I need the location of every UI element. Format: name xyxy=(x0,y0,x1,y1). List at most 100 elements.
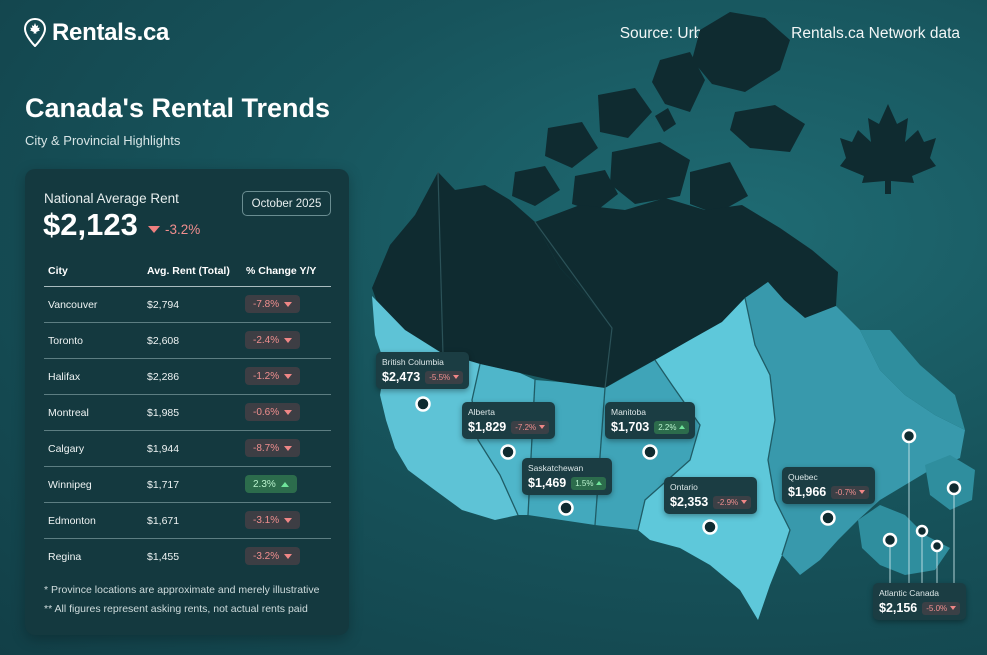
change-value: -2.4% xyxy=(253,334,280,346)
period-badge: October 2025 xyxy=(242,191,331,216)
map-marker-icon[interactable] xyxy=(500,444,516,460)
up-arrow-icon xyxy=(596,481,603,485)
map-marker-icon[interactable] xyxy=(882,532,898,548)
callout-name: British Columbia xyxy=(382,357,444,367)
change-pill: -3.1% xyxy=(245,511,301,529)
yukon-nwt-region xyxy=(372,172,612,388)
change-value: 2.3% xyxy=(253,478,276,490)
down-arrow-icon xyxy=(859,490,866,494)
map-marker-icon[interactable] xyxy=(901,428,917,444)
change-value: -3.1% xyxy=(253,514,280,526)
city-name: Regina xyxy=(48,551,82,563)
city-rent: $2,608 xyxy=(147,335,180,347)
city-name: Halifax xyxy=(48,371,81,383)
map-markers xyxy=(415,396,962,553)
table-row: Winnipeg $1,717 2.3% xyxy=(44,467,331,503)
change-value: -7.2% xyxy=(515,422,537,432)
national-average-label: National Average Rent xyxy=(44,191,179,206)
page-title: Canada's Rental Trends xyxy=(25,93,331,123)
callout-manitoba[interactable]: Manitoba $1,703 2.2% xyxy=(605,402,696,439)
down-arrow-icon xyxy=(284,301,293,307)
change-value: -8.7% xyxy=(253,442,280,454)
callout-name: Alberta xyxy=(468,407,495,417)
city-rent: $1,985 xyxy=(147,407,180,419)
change-pill: -2.9% xyxy=(713,495,752,509)
callout-british-columbia[interactable]: British Columbia $2,473 -5.5% xyxy=(376,352,470,389)
alberta-region xyxy=(472,364,535,515)
table-row: Regina $1,455 -3.2% xyxy=(44,539,331,575)
brand-logo[interactable]: Rentals.ca xyxy=(24,18,169,47)
table-row: Edmonton $1,671 -3.1% xyxy=(44,503,331,539)
location-pin-maple-leaf-icon xyxy=(24,18,46,47)
up-arrow-icon xyxy=(280,481,289,487)
map-marker-icon[interactable] xyxy=(558,500,574,516)
callout-name: Manitoba xyxy=(611,407,646,417)
callout-rent: $2,473 xyxy=(382,370,421,384)
map-marker-icon[interactable] xyxy=(946,480,962,496)
map-marker-icon[interactable] xyxy=(930,539,944,553)
down-arrow-icon xyxy=(284,553,293,559)
callout-atlantic-canada[interactable]: Atlantic Canada $2,156 -5.0% xyxy=(873,583,967,620)
table-row: Halifax $2,286 -1.2% xyxy=(44,359,331,395)
change-value: -3.2% xyxy=(253,550,280,562)
national-change: -3.2% xyxy=(148,222,200,237)
table-row: Calgary $1,944 -8.7% xyxy=(44,431,331,467)
map-marker-icon[interactable] xyxy=(415,396,431,412)
city-name: Edmonton xyxy=(48,515,96,527)
callout-saskatchewan[interactable]: Saskatchewan $1,469 1.5% xyxy=(522,458,613,495)
down-arrow-icon xyxy=(950,606,957,610)
change-pill: 2.3% xyxy=(245,475,297,493)
callout-rent: $1,829 xyxy=(468,420,507,434)
callout-rent: $1,966 xyxy=(788,485,827,499)
change-value: 2.2% xyxy=(658,422,677,432)
change-value: -5.0% xyxy=(926,603,948,613)
callout-name: Saskatchewan xyxy=(528,463,584,473)
city-rent: $2,794 xyxy=(147,299,180,311)
change-pill: -0.7% xyxy=(831,485,870,499)
callout-ontario[interactable]: Ontario $2,353 -2.9% xyxy=(664,477,758,514)
footnote-location: * Province locations are approximate and… xyxy=(44,584,320,596)
page-subtitle: City & Provincial Highlights xyxy=(25,133,181,148)
maritimes-region xyxy=(858,505,950,575)
map-marker-icon[interactable] xyxy=(915,524,929,538)
change-value: -5.5% xyxy=(429,372,451,382)
change-pill: 2.2% xyxy=(654,420,690,434)
change-value: -0.7% xyxy=(835,487,857,497)
city-name: Winnipeg xyxy=(48,479,92,491)
map-marker-icon[interactable] xyxy=(702,519,718,535)
table-header: City Avg. Rent (Total) % Change Y/Y xyxy=(44,257,331,287)
up-arrow-icon xyxy=(679,425,686,429)
callout-quebec[interactable]: Quebec $1,966 -0.7% xyxy=(782,467,876,504)
callout-rent: $2,353 xyxy=(670,495,709,509)
map-marker-icon[interactable] xyxy=(642,444,658,460)
callout-name: Quebec xyxy=(788,472,818,482)
callout-rent: $1,703 xyxy=(611,420,650,434)
change-pill: -7.2% xyxy=(511,420,550,434)
table-row: Montreal $1,985 -0.6% xyxy=(44,395,331,431)
change-value: 1.5% xyxy=(575,478,594,488)
change-pill: -0.6% xyxy=(245,403,301,421)
callout-alberta[interactable]: Alberta $1,829 -7.2% xyxy=(462,402,556,439)
city-name: Calgary xyxy=(48,443,85,455)
change-value: -0.6% xyxy=(253,406,280,418)
map-marker-icon[interactable] xyxy=(820,510,836,526)
header-city: City xyxy=(48,265,68,277)
change-pill: -8.7% xyxy=(245,439,301,457)
down-arrow-icon xyxy=(539,425,546,429)
down-arrow-icon xyxy=(284,517,293,523)
callout-rent: $1,469 xyxy=(528,476,567,490)
callout-name: Ontario xyxy=(670,482,698,492)
change-pill: -2.4% xyxy=(245,331,301,349)
arctic-islands xyxy=(512,12,805,214)
change-value: -1.2% xyxy=(253,370,280,382)
down-arrow-icon xyxy=(284,373,293,379)
city-rent: $1,455 xyxy=(147,551,180,563)
down-arrow-icon xyxy=(453,375,460,379)
national-average-value: $2,123 xyxy=(43,207,138,242)
city-rent: $2,286 xyxy=(147,371,180,383)
change-value: -2.9% xyxy=(717,497,739,507)
ontario-region xyxy=(638,298,790,620)
change-pill: -7.8% xyxy=(245,295,301,313)
city-name: Vancouver xyxy=(48,299,98,311)
footnote-asking-rents: ** All figures represent asking rents, n… xyxy=(44,603,308,615)
